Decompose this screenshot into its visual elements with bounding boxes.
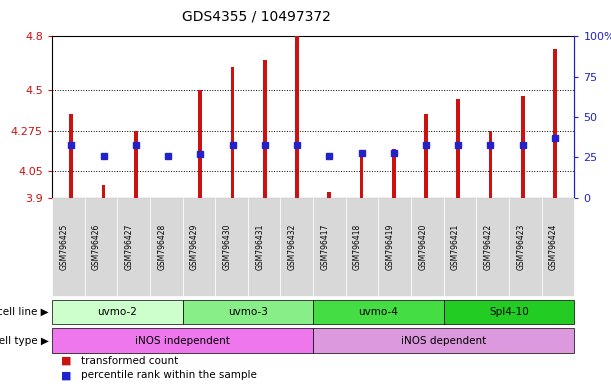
Bar — [424, 114, 428, 198]
Text: GSM796426: GSM796426 — [92, 223, 101, 270]
Text: transformed count: transformed count — [81, 356, 178, 366]
Text: Spl4-10: Spl4-10 — [489, 307, 529, 317]
Text: GSM796423: GSM796423 — [516, 223, 525, 270]
Text: uvmo-3: uvmo-3 — [228, 307, 268, 317]
Text: GSM796431: GSM796431 — [255, 223, 264, 270]
Text: GSM796420: GSM796420 — [419, 223, 428, 270]
Bar — [199, 90, 202, 198]
Text: ■: ■ — [61, 356, 71, 366]
Bar — [456, 99, 460, 198]
Text: iNOS dependent: iNOS dependent — [401, 336, 486, 346]
Bar — [295, 36, 299, 198]
Text: GSM796429: GSM796429 — [190, 223, 199, 270]
Text: GSM796427: GSM796427 — [125, 223, 134, 270]
Bar — [230, 67, 235, 198]
Text: cell line ▶: cell line ▶ — [0, 307, 49, 317]
Bar — [521, 96, 525, 198]
Text: GSM796421: GSM796421 — [451, 223, 460, 270]
Text: uvmo-4: uvmo-4 — [359, 307, 398, 317]
Text: GSM796425: GSM796425 — [59, 223, 68, 270]
Bar — [70, 114, 73, 198]
Text: GSM796424: GSM796424 — [549, 223, 558, 270]
Text: percentile rank within the sample: percentile rank within the sample — [81, 370, 257, 380]
Text: GSM796418: GSM796418 — [353, 223, 362, 270]
Text: GSM796417: GSM796417 — [320, 223, 329, 270]
Text: GSM796430: GSM796430 — [222, 223, 232, 270]
Bar — [489, 131, 492, 198]
Bar — [263, 60, 266, 198]
Text: GSM796422: GSM796422 — [484, 223, 492, 270]
Text: uvmo-2: uvmo-2 — [97, 307, 137, 317]
Text: GSM796432: GSM796432 — [288, 223, 297, 270]
Bar — [359, 157, 364, 198]
Text: GSM796419: GSM796419 — [386, 223, 395, 270]
Text: iNOS independent: iNOS independent — [135, 336, 230, 346]
Bar — [327, 192, 331, 198]
Text: cell type ▶: cell type ▶ — [0, 336, 49, 346]
Bar — [134, 131, 137, 198]
Bar — [101, 185, 106, 198]
Bar — [553, 49, 557, 198]
Text: GSM796428: GSM796428 — [157, 223, 166, 270]
Text: ■: ■ — [61, 370, 71, 380]
Text: GDS4355 / 10497372: GDS4355 / 10497372 — [182, 10, 331, 23]
Bar — [392, 149, 396, 198]
